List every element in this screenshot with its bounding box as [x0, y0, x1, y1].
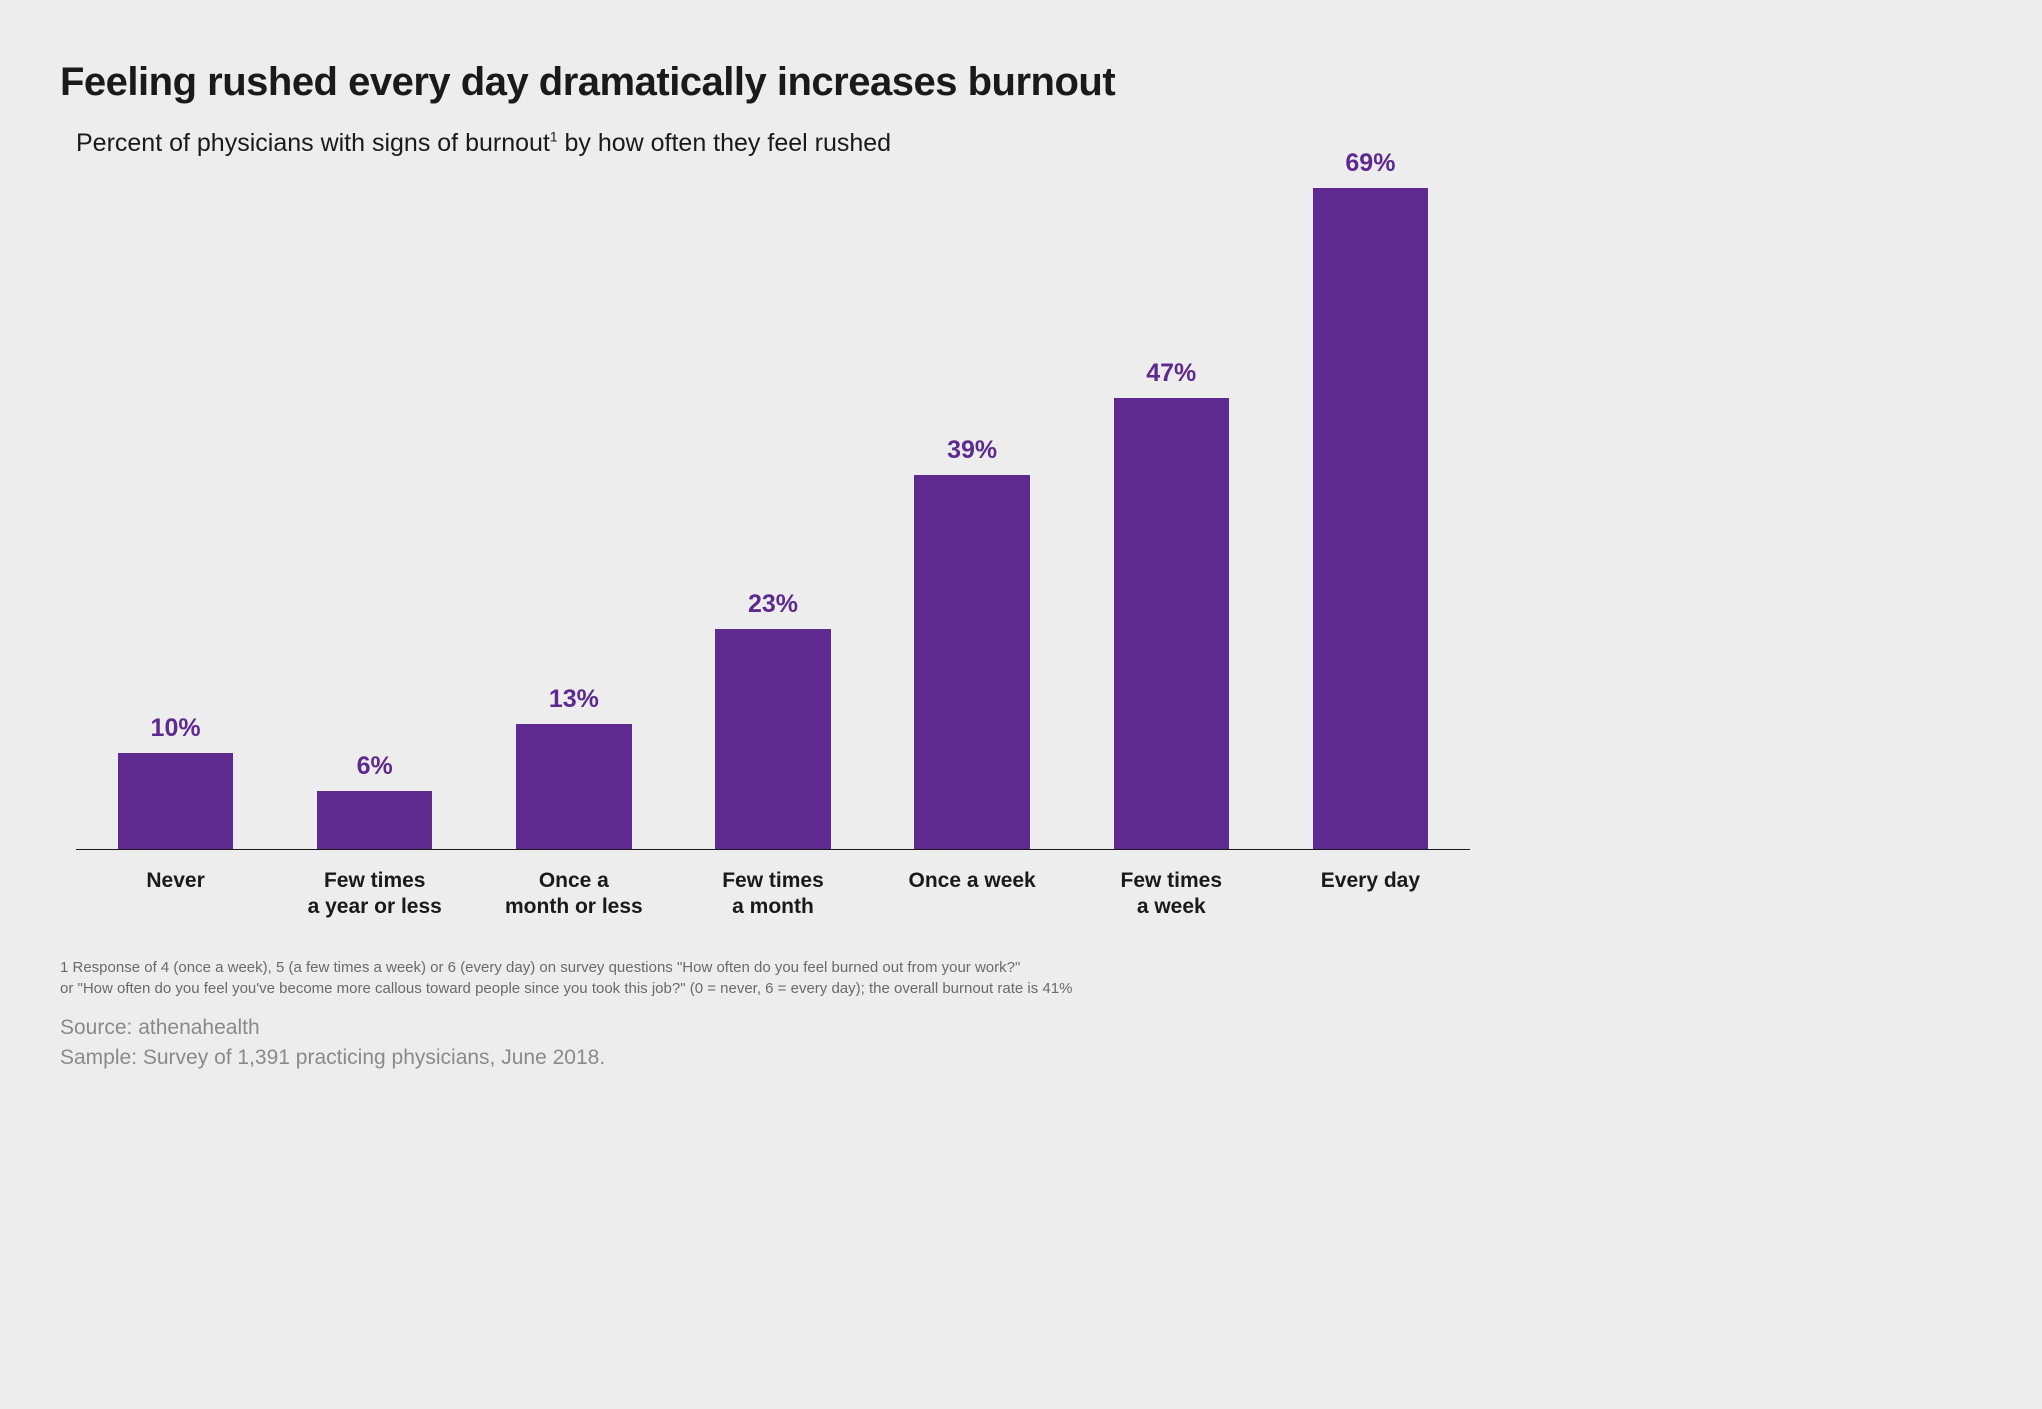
bar-slot: 69%: [1271, 130, 1470, 849]
bar-value-label: 47%: [1146, 359, 1196, 388]
plot-region: 10% 6% 13% 23% 39% 47% 69%: [60, 130, 1470, 850]
x-axis-label: Few times a week: [1072, 868, 1271, 921]
x-axis-label: Every day: [1271, 868, 1470, 921]
bar-value-label: 6%: [357, 752, 393, 781]
bar: [1313, 188, 1429, 849]
bar-value-label: 13%: [549, 685, 599, 714]
footnote-line-1: 1 Response of 4 (once a week), 5 (a few …: [60, 957, 1470, 979]
x-axis-label: Once a month or less: [474, 868, 673, 921]
bar-slot: 39%: [873, 130, 1072, 849]
bar: [516, 724, 632, 849]
bar-value-label: 69%: [1345, 149, 1395, 178]
bar-slot: 47%: [1072, 130, 1271, 849]
x-axis-label: Few times a year or less: [275, 868, 474, 921]
sample-text: Sample: Survey of 1,391 practicing physi…: [60, 1046, 1470, 1070]
x-axis-label: Never: [76, 868, 275, 921]
plot-area: 10% 6% 13% 23% 39% 47% 69%: [76, 130, 1470, 850]
x-axis-label: Once a week: [873, 868, 1072, 921]
x-axis-labels: NeverFew times a year or lessOnce a mont…: [60, 868, 1470, 921]
footnote: 1 Response of 4 (once a week), 5 (a few …: [60, 957, 1470, 1001]
footnote-line-2: or "How often do you feel you've become …: [60, 978, 1470, 1000]
bar: [914, 475, 1030, 849]
bar: [1114, 398, 1230, 849]
x-axis-label: Few times a month: [673, 868, 872, 921]
bar: [118, 753, 234, 849]
source-text: Source: athenahealth: [60, 1016, 1470, 1040]
bar: [317, 791, 433, 849]
chart-title: Feeling rushed every day dramatically in…: [60, 60, 1470, 105]
bar-slot: 23%: [673, 130, 872, 849]
bar-value-label: 39%: [947, 436, 997, 465]
bar: [715, 629, 831, 849]
bar-slot: 6%: [275, 130, 474, 849]
bar-slot: 10%: [76, 130, 275, 849]
bar-value-label: 23%: [748, 590, 798, 619]
chart-container: Feeling rushed every day dramatically in…: [0, 0, 1530, 1110]
bar-slot: 13%: [474, 130, 673, 849]
bar-value-label: 10%: [151, 714, 201, 743]
